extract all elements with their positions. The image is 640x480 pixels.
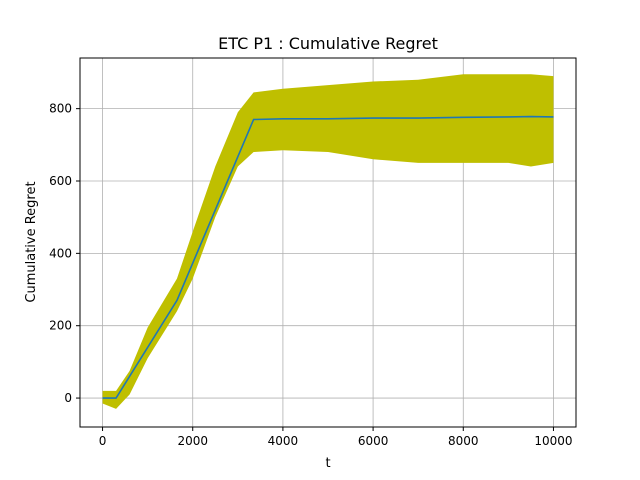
chart-title: ETC P1 : Cumulative Regret <box>218 34 438 53</box>
series-lines <box>102 115 554 399</box>
x-axis-ticks: 0 2000 4000 6000 8000 10000 <box>99 427 573 448</box>
uncertainty-band <box>102 74 554 409</box>
y-tick-label: 800 <box>49 102 72 116</box>
y-tick-label: 600 <box>49 174 72 188</box>
y-tick-label: 200 <box>49 319 72 333</box>
x-tick-label: 2000 <box>177 434 208 448</box>
plot-frame <box>79 57 577 428</box>
x-tick-label: 10000 <box>534 434 572 448</box>
y-axis-label: Cumulative Regret <box>24 181 39 302</box>
x-tick-label: 4000 <box>268 434 299 448</box>
y-axis-ticks: 0 200 400 600 800 <box>49 102 80 405</box>
series-line-mean <box>102 115 554 399</box>
x-tick-label: 8000 <box>448 434 479 448</box>
x-tick-label: 6000 <box>358 434 389 448</box>
x-tick-label: 0 <box>99 434 107 448</box>
regret-band <box>102 74 554 409</box>
y-tick-label: 0 <box>64 391 72 405</box>
y-tick-label: 400 <box>49 246 72 260</box>
x-axis-label: t <box>325 456 330 471</box>
